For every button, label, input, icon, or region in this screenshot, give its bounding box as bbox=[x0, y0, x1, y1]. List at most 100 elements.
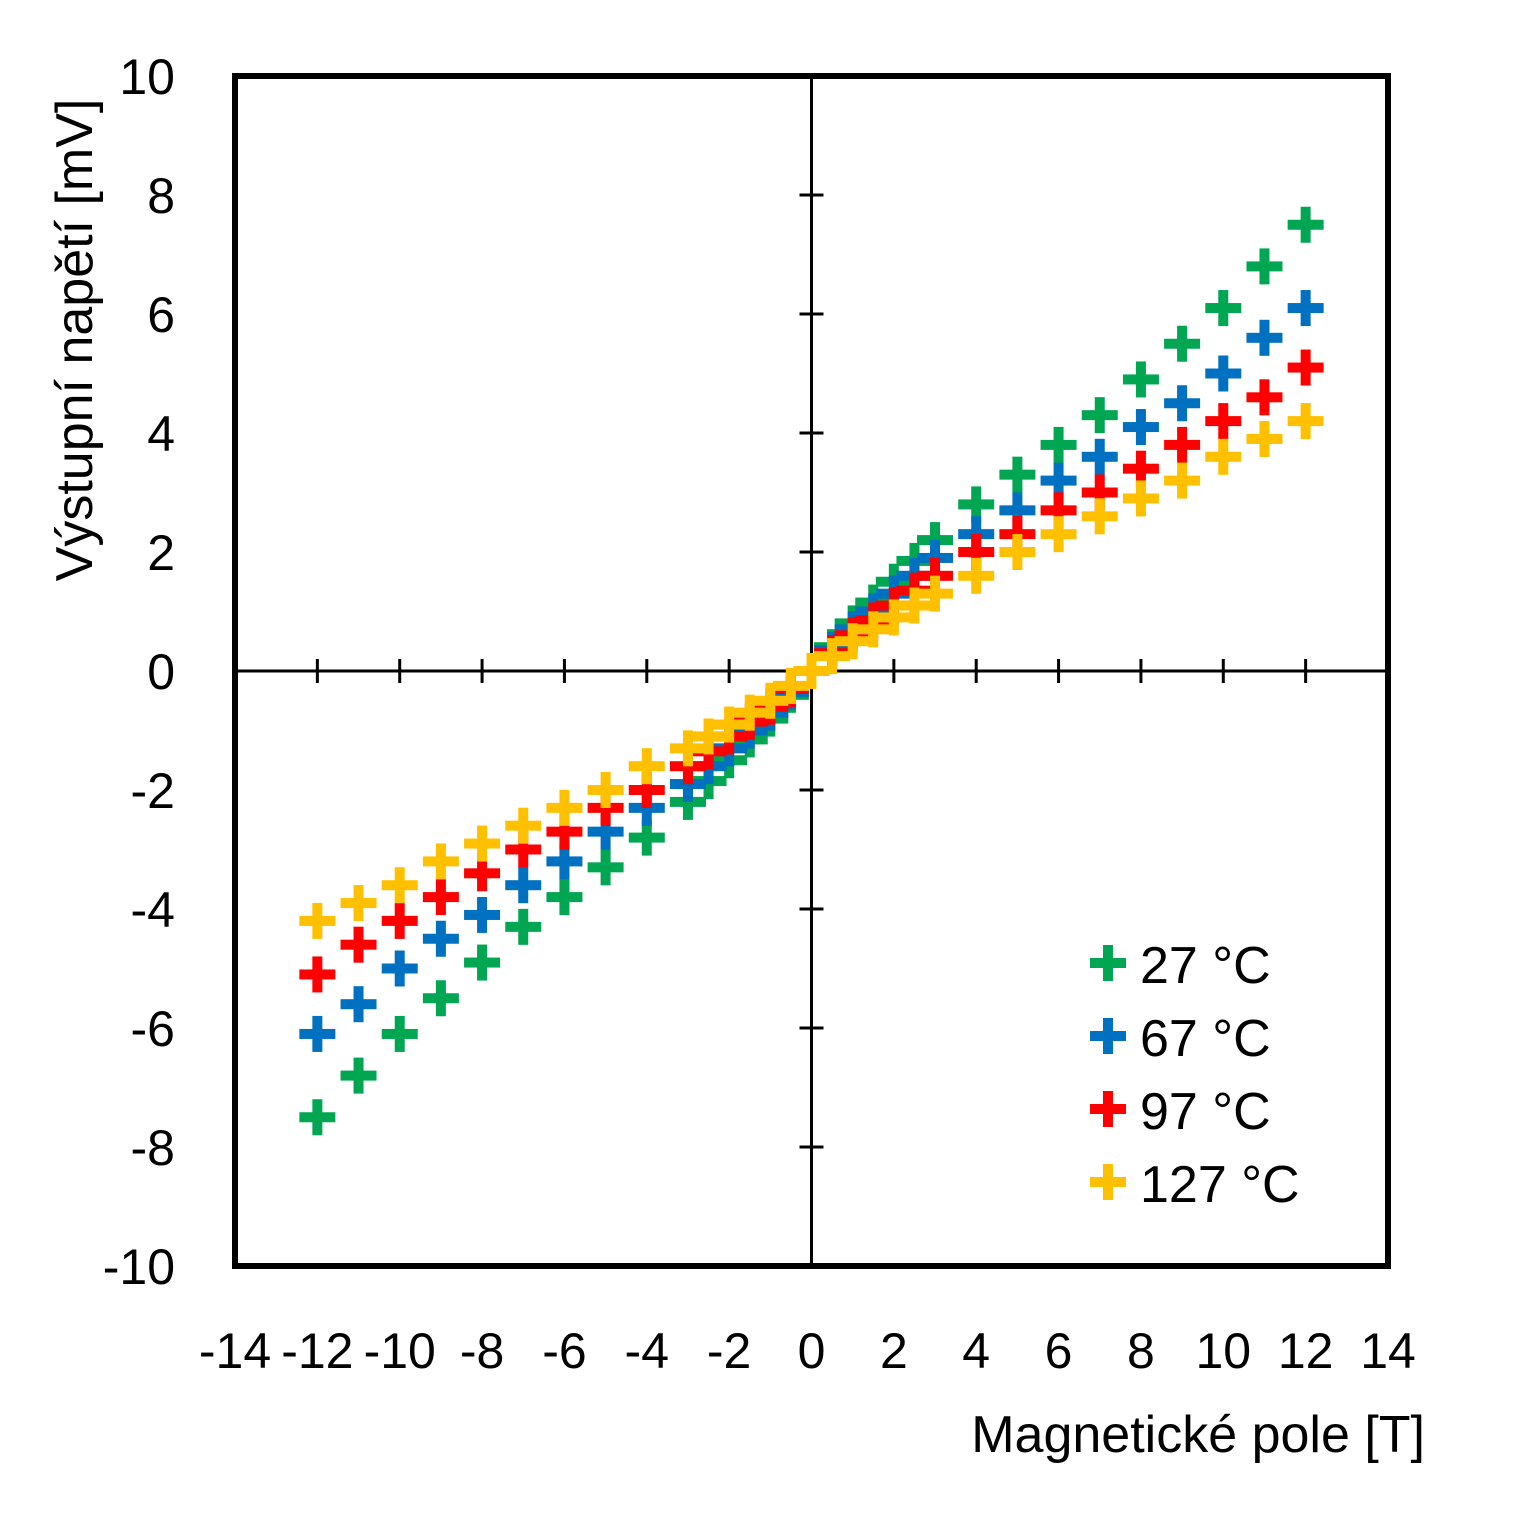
x-tick-label: -10 bbox=[364, 1323, 436, 1379]
data-point bbox=[834, 623, 871, 660]
data-point bbox=[546, 843, 583, 880]
data-point bbox=[1122, 361, 1159, 398]
data-point bbox=[1287, 349, 1324, 386]
data-point bbox=[1164, 426, 1201, 463]
legend-label: 27 °C bbox=[1140, 937, 1271, 995]
data-point bbox=[464, 825, 501, 862]
data-point bbox=[958, 486, 995, 523]
data-point bbox=[587, 813, 624, 850]
data-point bbox=[1287, 403, 1324, 440]
data-point bbox=[1122, 450, 1159, 487]
data-point bbox=[1246, 379, 1283, 416]
data-point bbox=[299, 956, 336, 993]
y-tick-label: 2 bbox=[147, 525, 175, 581]
data-point bbox=[1081, 397, 1118, 434]
data-point bbox=[587, 772, 624, 808]
data-point bbox=[1040, 492, 1077, 529]
data-point bbox=[999, 492, 1036, 529]
x-tick-label: -4 bbox=[625, 1323, 669, 1379]
data-point bbox=[628, 772, 665, 808]
y-tick-label: -8 bbox=[131, 1120, 175, 1176]
data-point bbox=[1081, 498, 1118, 535]
data-point bbox=[1164, 385, 1201, 422]
data-point bbox=[1205, 438, 1242, 475]
data-point bbox=[299, 1099, 336, 1136]
data-point bbox=[752, 682, 789, 719]
data-point bbox=[464, 896, 501, 933]
data-point bbox=[464, 944, 501, 981]
legend-label: 67 °C bbox=[1140, 1010, 1271, 1068]
data-point bbox=[546, 789, 583, 826]
data-point bbox=[1122, 409, 1159, 446]
y-tick-label: -6 bbox=[131, 1001, 175, 1057]
legend-marker bbox=[1090, 1164, 1126, 1200]
data-point bbox=[381, 950, 418, 987]
data-point bbox=[299, 1015, 336, 1052]
y-tick-label: -4 bbox=[131, 882, 175, 938]
x-tick-label: 8 bbox=[1127, 1323, 1155, 1379]
data-point bbox=[340, 885, 377, 922]
legend-marker bbox=[1090, 1091, 1126, 1127]
data-point bbox=[505, 908, 542, 945]
plot-frame bbox=[232, 73, 1391, 1269]
data-point bbox=[628, 819, 665, 856]
legend-label: 97 °C bbox=[1140, 1083, 1271, 1141]
x-tick-label: 2 bbox=[880, 1323, 908, 1379]
data-point bbox=[1164, 325, 1201, 362]
x-tick-label: -6 bbox=[542, 1323, 586, 1379]
y-tick-label: -10 bbox=[103, 1239, 175, 1295]
data-point bbox=[669, 730, 706, 767]
data-point bbox=[711, 706, 748, 743]
x-tick-label: 0 bbox=[798, 1323, 826, 1379]
data-point bbox=[1205, 355, 1242, 392]
y-axis-title: Výstupní napětí [mV] bbox=[46, 99, 104, 582]
data-point bbox=[628, 748, 665, 785]
data-point bbox=[1081, 474, 1118, 511]
data-point bbox=[381, 867, 418, 904]
data-point bbox=[1081, 438, 1118, 475]
data-point bbox=[422, 920, 459, 957]
data-point bbox=[1246, 420, 1283, 457]
x-tick-label: -12 bbox=[281, 1323, 353, 1379]
data-point bbox=[587, 849, 624, 886]
data-point bbox=[1287, 206, 1324, 243]
x-tick-label: 12 bbox=[1278, 1323, 1334, 1379]
data-point bbox=[1164, 462, 1201, 499]
data-point bbox=[896, 587, 933, 624]
data-point bbox=[340, 926, 377, 963]
data-point bbox=[999, 534, 1036, 570]
x-tick-label: 4 bbox=[962, 1323, 990, 1379]
data-point bbox=[1287, 290, 1324, 327]
data-point bbox=[505, 831, 542, 868]
data-point bbox=[505, 867, 542, 904]
x-tick-label: -8 bbox=[460, 1323, 504, 1379]
x-tick-label: -14 bbox=[199, 1323, 271, 1379]
data-point bbox=[999, 456, 1036, 493]
x-tick-label: -2 bbox=[707, 1323, 751, 1379]
data-point bbox=[1205, 290, 1242, 327]
data-point bbox=[690, 718, 727, 755]
data-point bbox=[958, 534, 995, 570]
data-point bbox=[381, 1015, 418, 1052]
data-point bbox=[1040, 516, 1077, 553]
data-point bbox=[546, 879, 583, 916]
tick-labels: -14 -12 -10 -8 -6 -4 -2 0 2 4 6 8 10 12 14-10-8-6-4-20… bbox=[103, 49, 1416, 1379]
data-point bbox=[422, 843, 459, 880]
y-tick-label: 4 bbox=[147, 406, 175, 462]
y-tick-label: 6 bbox=[147, 287, 175, 343]
legend-marker bbox=[1090, 945, 1126, 981]
series-127C bbox=[299, 403, 1324, 939]
data-point bbox=[340, 986, 377, 1023]
data-point bbox=[422, 980, 459, 1017]
data-point bbox=[814, 638, 851, 675]
data-point bbox=[340, 1057, 377, 1094]
data-point bbox=[731, 694, 768, 731]
data-point bbox=[1205, 403, 1242, 440]
data-point bbox=[381, 902, 418, 939]
data-point bbox=[422, 879, 459, 916]
data-point bbox=[1122, 480, 1159, 517]
data-point bbox=[875, 599, 912, 636]
data-point bbox=[1246, 248, 1283, 285]
x-tick-label: 6 bbox=[1045, 1323, 1073, 1379]
y-tick-label: 0 bbox=[147, 644, 175, 700]
